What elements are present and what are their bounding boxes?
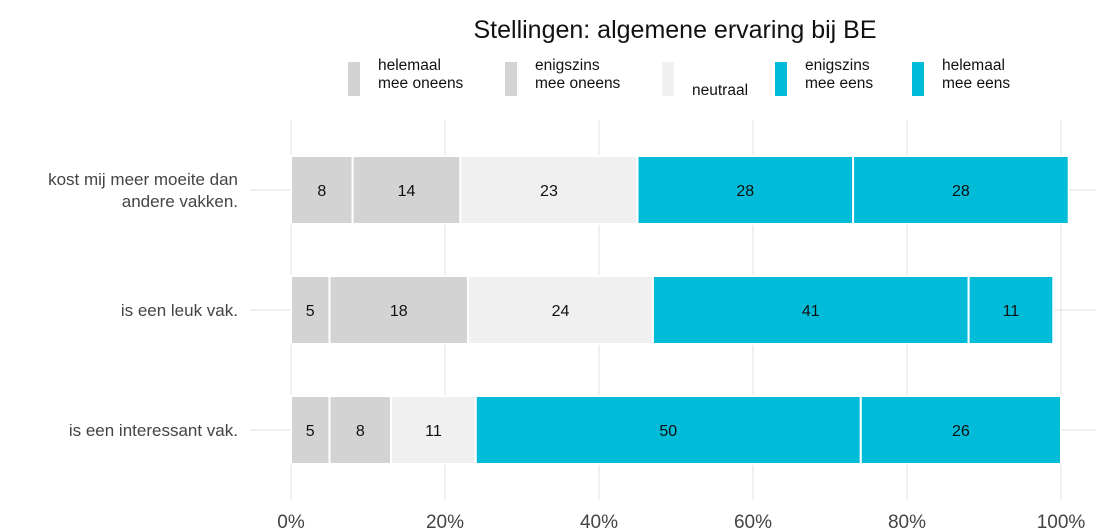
bar-segment [651,275,970,345]
bar-segment [967,275,1055,345]
legend-key [775,62,787,96]
data-label: 11 [1003,303,1020,320]
data-label: 5 [306,303,315,320]
legend-label: enigszins mee oneens [535,57,621,92]
chart-title: Stellingen: algemene ervaring bij BE [473,16,876,44]
bar-segment [290,275,331,345]
bar-segment [859,395,1062,465]
x-tick-label: 60% [734,512,772,531]
legend-label: neutraal [692,82,748,99]
data-label: 41 [802,303,820,320]
data-label: 50 [659,423,677,440]
bar-segment [351,155,462,225]
bar-segment [474,395,862,465]
x-tick-label: 40% [580,512,618,531]
bar-segment [290,395,331,465]
legend-key [662,62,674,96]
legend-key [912,62,924,96]
legend-key [505,62,517,96]
data-label: 11 [425,423,442,440]
data-label: 5 [306,423,315,440]
legend-label: helemaal mee eens [942,57,1010,92]
bar-segment [852,155,1070,225]
y-tick-label: is een leuk vak. [121,301,238,320]
x-tick-label: 20% [426,512,464,531]
data-label: 18 [390,303,408,320]
legend-label: enigszins mee eens [805,57,873,92]
bar-segment [328,275,470,345]
bar-segment [390,395,477,465]
x-tick-label: 0% [277,512,305,531]
data-label: 8 [317,183,326,200]
bar-segment [467,275,654,345]
data-label: 23 [540,183,558,200]
data-label: 8 [356,423,365,440]
data-label: 24 [552,303,570,320]
bar-segment [636,155,855,225]
x-tick-label: 80% [888,512,926,531]
data-label: 26 [952,423,970,440]
bar-segment [459,155,639,225]
data-label: 14 [398,183,416,200]
y-tick-label: kost mij meer moeite dan andere vakken. [48,170,238,211]
x-tick-label: 100% [1037,512,1086,531]
legend-key [348,62,360,96]
data-label: 28 [952,183,970,200]
data-label: 28 [736,183,754,200]
legend-label: helemaal mee oneens [378,57,464,92]
y-tick-label: is een interessant vak. [69,421,238,440]
